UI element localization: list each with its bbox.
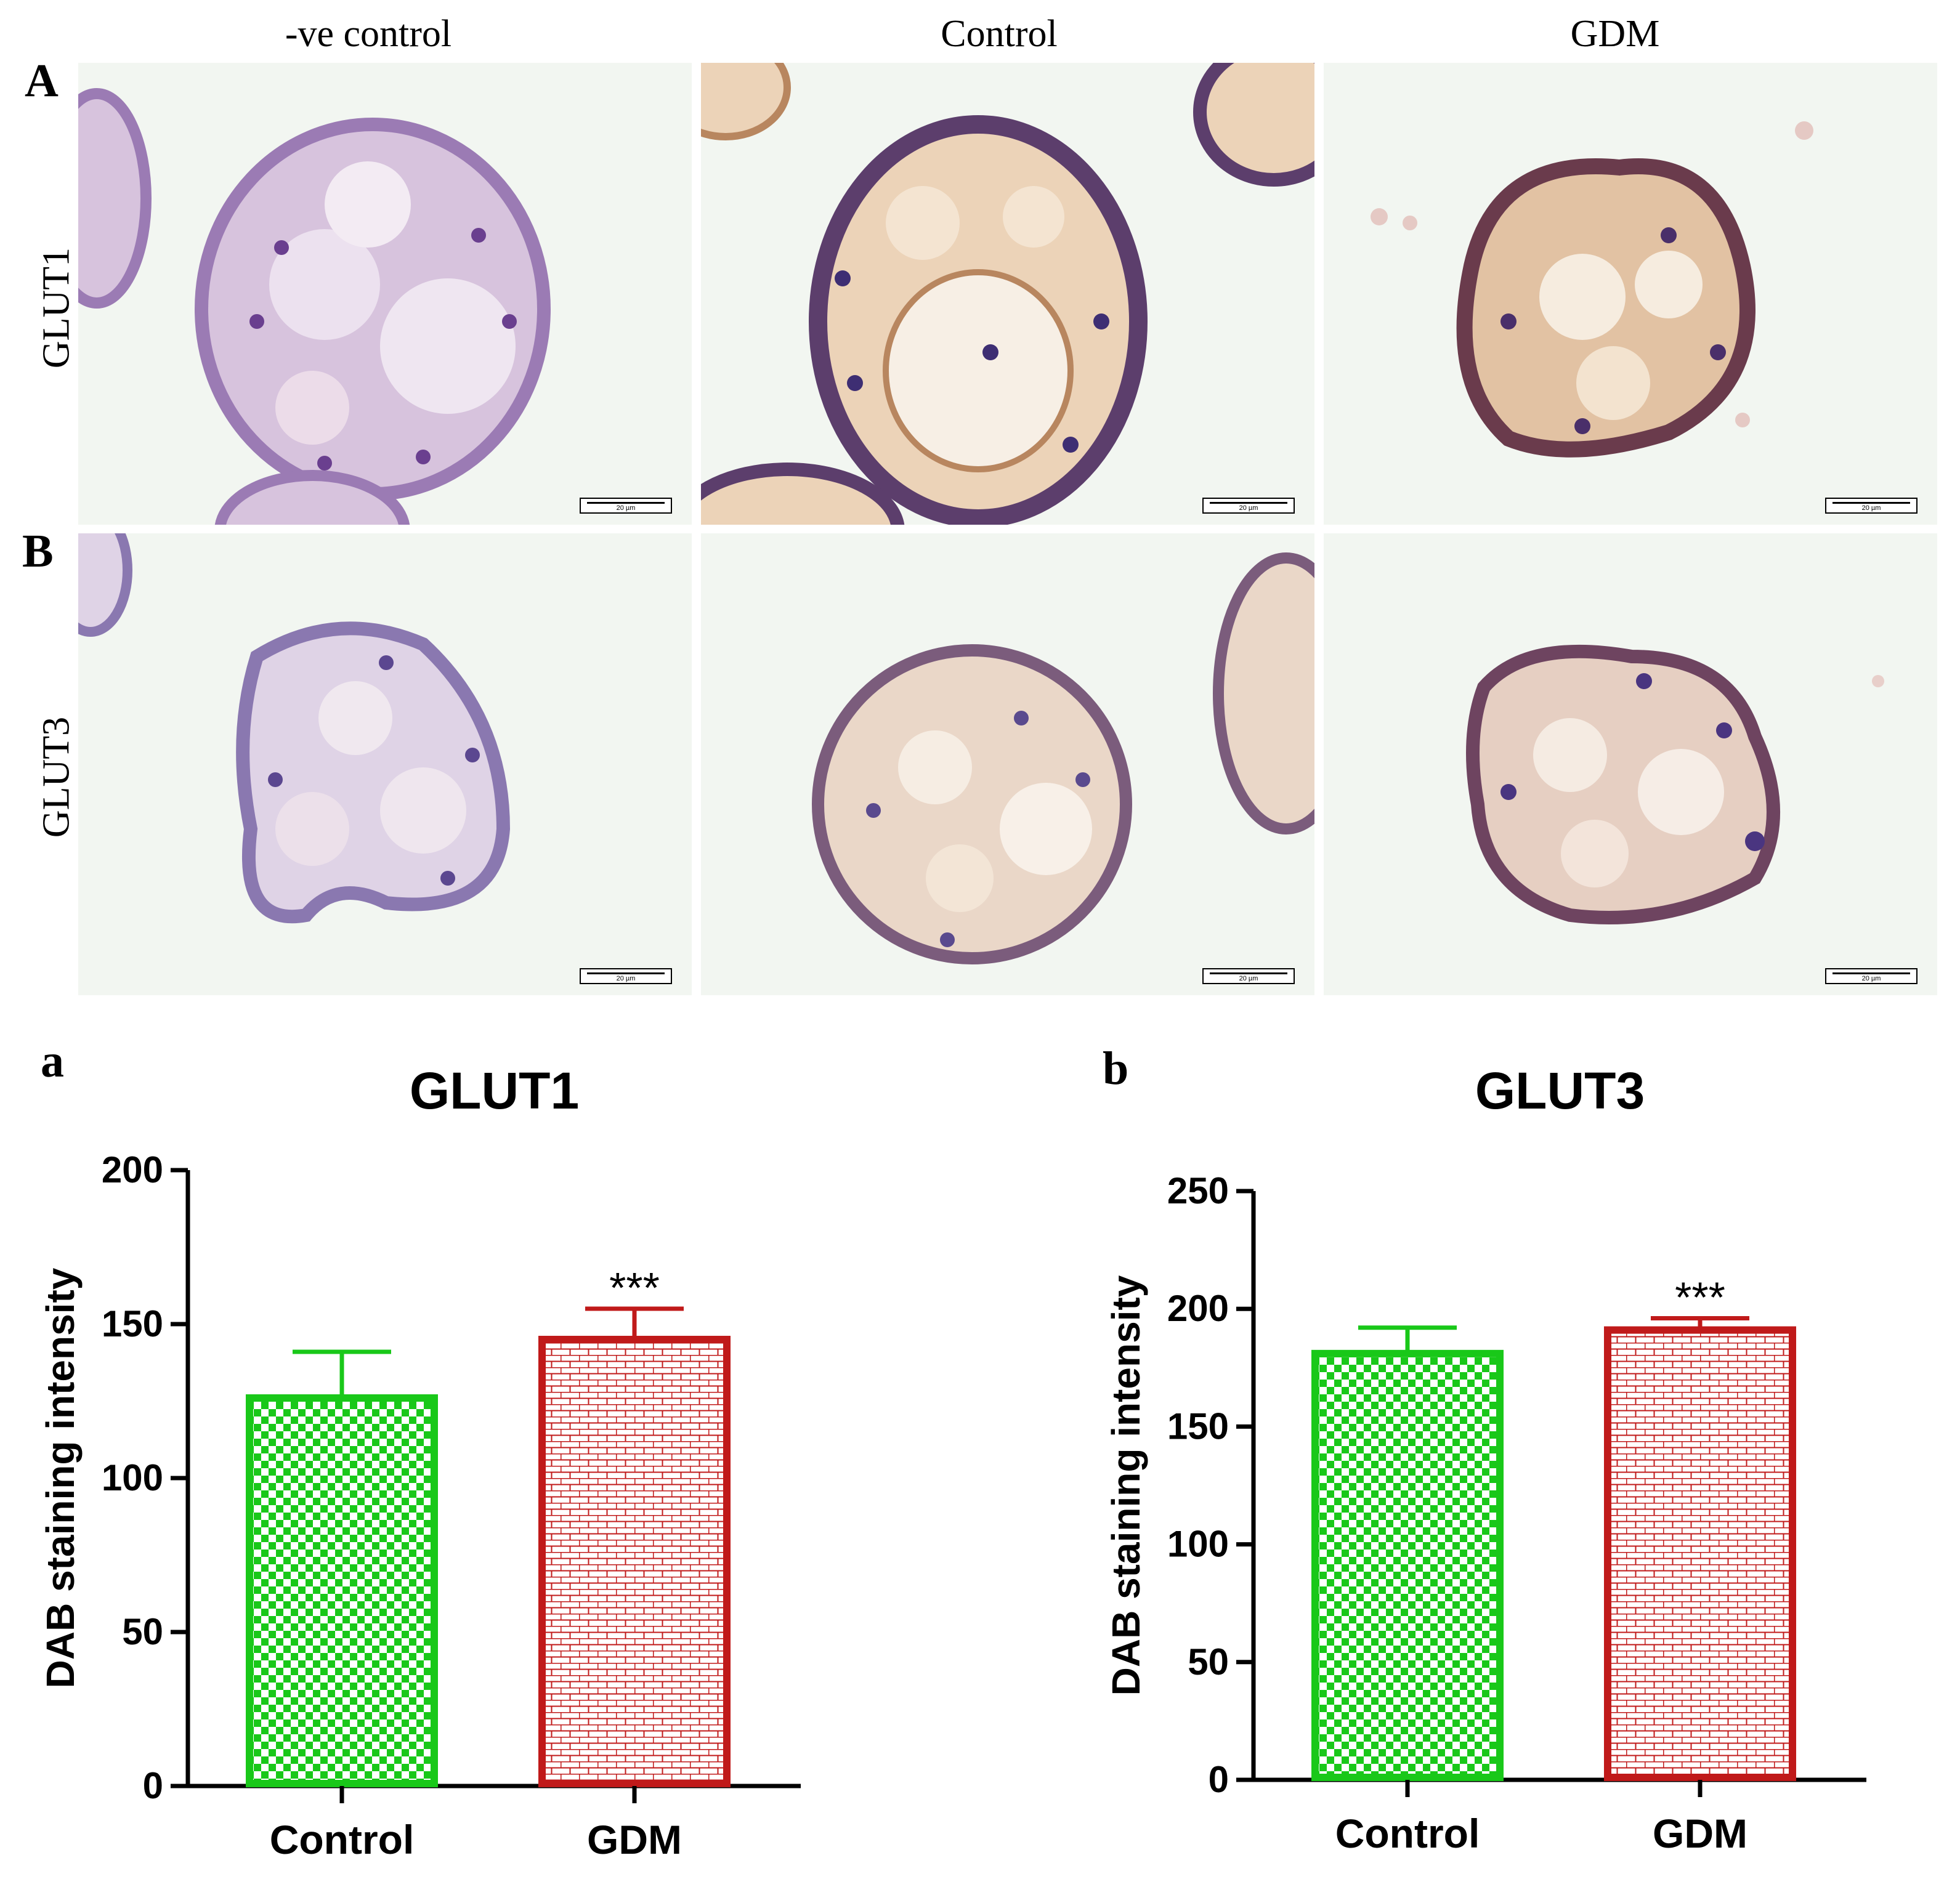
y-tick-label: 100 <box>102 1457 163 1498</box>
y-tick-label: 150 <box>1167 1405 1229 1447</box>
bar-control <box>1311 1349 1504 1781</box>
chart-title: GLUT3 <box>1475 1062 1645 1120</box>
y-axis-label: DAB staining intensity <box>1104 1275 1148 1695</box>
column-header-control: Control <box>941 13 1058 55</box>
x-tick-label: Control <box>270 1817 415 1862</box>
y-axis-label: DAB staining intensity <box>38 1267 83 1688</box>
bar-gdm <box>538 1336 731 1787</box>
bar-control <box>246 1394 438 1787</box>
y-tick-label: 200 <box>102 1149 163 1190</box>
column-header-gdm: GDM <box>1570 13 1660 55</box>
tissue-section-image <box>78 88 551 525</box>
row-label-glut1: GLUT1 <box>35 247 78 369</box>
y-tick-label: 0 <box>143 1765 163 1806</box>
y-tick-label: 100 <box>1167 1524 1229 1565</box>
y-tick-label: 0 <box>1209 1759 1229 1800</box>
tissue-section-image <box>1371 121 1813 458</box>
scale-bar: 20 µm <box>1202 968 1295 984</box>
scale-bar: 20 µm <box>580 498 672 514</box>
tissue-section-image <box>1466 644 1884 924</box>
micrograph-glut1-control: 20 µm <box>701 63 1314 525</box>
chart-panel-label-a: a <box>41 1035 64 1087</box>
scale-bar: 20 µm <box>1825 498 1917 514</box>
micrograph-glut3-neg-control: 20 µm <box>78 533 692 995</box>
column-header-neg-control: -ve control <box>285 13 452 55</box>
glut3-bar-chart: GLUT3 DAB staining intensity 0 50 100 150 200 2… <box>1104 1062 1866 1856</box>
bar-gdm <box>1604 1326 1796 1781</box>
chart-panel-label-b: b <box>1103 1043 1129 1094</box>
micrograph-glut3-gdm: 20 µm <box>1324 533 1937 995</box>
micrograph-glut1-gdm: 20 µm <box>1324 63 1937 525</box>
glut1-bar-chart: GLUT1 DAB staining intensity 0 50 100 150 200 C… <box>38 1062 801 1862</box>
x-tick-label: GDM <box>1653 1811 1747 1856</box>
tissue-section-image <box>78 533 511 924</box>
micrograph-glut3-control: 20 µm <box>701 533 1314 995</box>
scale-bar: 20 µm <box>580 968 672 984</box>
y-tick-label: 150 <box>102 1303 163 1344</box>
micrograph-glut1-neg-control: 20 µm <box>78 63 692 525</box>
panel-label-B: B <box>22 525 54 577</box>
significance-marker: *** <box>1675 1273 1725 1321</box>
scale-bar: 20 µm <box>1202 498 1295 514</box>
y-tick-label: 200 <box>1167 1288 1229 1329</box>
significance-marker: *** <box>609 1264 660 1312</box>
panel-label-A: A <box>25 55 59 107</box>
tissue-section-image <box>701 63 1314 525</box>
chart-title: GLUT1 <box>410 1062 579 1120</box>
x-tick-label: Control <box>1335 1811 1480 1856</box>
row-label-glut3: GLUT3 <box>35 716 78 838</box>
tissue-section-image <box>812 552 1314 964</box>
x-tick-label: GDM <box>587 1817 682 1862</box>
scale-bar: 20 µm <box>1825 968 1917 984</box>
y-tick-label: 250 <box>1167 1170 1229 1211</box>
y-tick-label: 50 <box>122 1611 163 1652</box>
y-tick-label: 50 <box>1188 1641 1229 1683</box>
